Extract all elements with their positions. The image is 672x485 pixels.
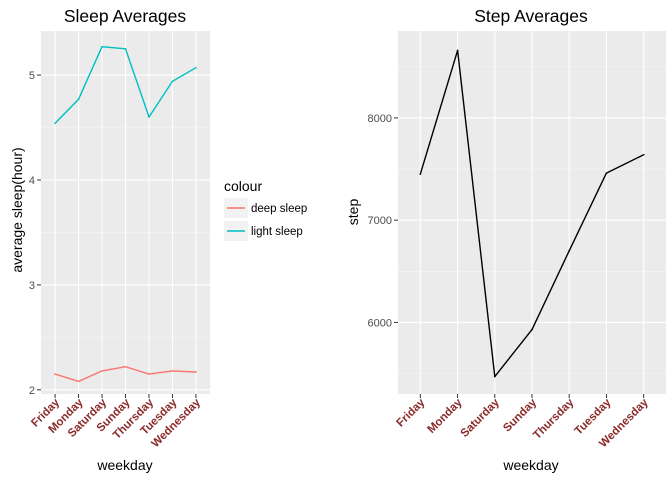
step-point-series-0-tuesday xyxy=(605,172,608,174)
sleep-chart-legend: colour deep sleep light sleep xyxy=(224,178,307,241)
sleep-point-deep-sleep-tuesday xyxy=(171,370,174,372)
legend-item-deep-sleep: deep sleep xyxy=(224,198,307,218)
step-averages-chart: Step Averages weekday step 6000 7000 8000 F… xyxy=(345,6,666,473)
step-point-series-0-friday xyxy=(419,173,422,175)
sleep-chart-title: Sleep Averages xyxy=(64,6,187,26)
step-x-tick-label-sunday: Sunday xyxy=(501,396,539,434)
step-y-tick-label: 8000 xyxy=(368,113,392,125)
legend-label-light-sleep: light sleep xyxy=(251,226,303,238)
step-point-series-0-monday xyxy=(456,49,459,52)
step-point-series-0-thursday xyxy=(568,250,571,252)
sleep-point-deep-sleep-sunday xyxy=(124,365,127,368)
step-chart-ylabel: step xyxy=(345,199,361,226)
legend-item-light-sleep: light sleep xyxy=(224,221,303,241)
sleep-averages-chart: Sleep Averages weekday average sleep(hou… xyxy=(9,6,210,473)
sleep-point-deep-sleep-monday xyxy=(77,380,80,383)
sleep-y-tick-label: 5 xyxy=(29,70,35,82)
legend-title: colour xyxy=(224,178,262,194)
sleep-chart-ylabel: average sleep(hour) xyxy=(9,147,25,272)
sleep-point-deep-sleep-saturday xyxy=(101,370,103,372)
sleep-point-light-sleep-friday xyxy=(54,122,56,125)
legend-label-deep-sleep: deep sleep xyxy=(251,203,307,215)
step-x-tick-label-thursday: Thursday xyxy=(531,396,577,442)
step-y-tick-label: 7000 xyxy=(368,215,392,227)
sleep-y-tick-label: 4 xyxy=(29,175,35,187)
sleep-point-deep-sleep-thursday xyxy=(148,373,150,375)
step-y-tick-label: 6000 xyxy=(368,317,392,329)
sleep-point-light-sleep-saturday xyxy=(101,45,103,48)
step-point-series-0-wednesday xyxy=(642,153,645,156)
step-point-series-0-sunday xyxy=(531,328,533,331)
step-point-series-0-saturday xyxy=(493,375,496,378)
sleep-point-light-sleep-thursday xyxy=(148,116,150,118)
sleep-point-light-sleep-monday xyxy=(77,98,80,100)
sleep-point-light-sleep-tuesday xyxy=(171,80,174,83)
step-chart-xlabel: weekday xyxy=(502,457,558,473)
step-chart-title: Step Averages xyxy=(474,6,588,26)
sleep-y-tick-label: 2 xyxy=(29,385,35,397)
sleep-point-deep-sleep-wednesday xyxy=(195,371,197,373)
sleep-y-tick-label: 3 xyxy=(29,280,35,292)
sleep-point-light-sleep-sunday xyxy=(124,48,127,50)
step-x-tick-label-saturday: Saturday xyxy=(459,396,503,440)
step-x-tick-label-friday: Friday xyxy=(395,396,428,429)
sleep-point-light-sleep-wednesday xyxy=(195,66,197,69)
sleep-point-deep-sleep-friday xyxy=(54,373,56,375)
sleep-chart-xlabel: weekday xyxy=(96,457,152,473)
